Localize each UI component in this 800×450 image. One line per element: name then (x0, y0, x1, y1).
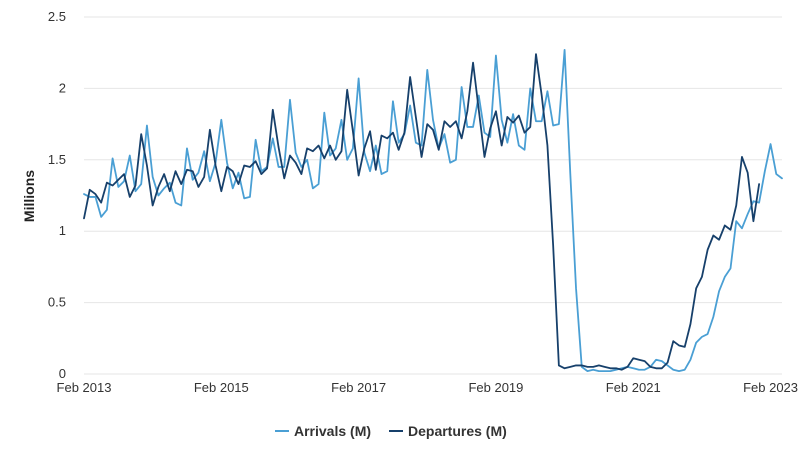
x-axis-ticks: Feb 2013 Feb 2015 Feb 2017 Feb 2019 Feb 2021… (57, 380, 798, 395)
y-axis-title: Millions (21, 170, 37, 222)
series-line-departures (83, 53, 761, 371)
x-tick-label: Feb 2017 (331, 380, 386, 395)
x-tick-label: Feb 2015 (194, 380, 249, 395)
x-tick-label: Feb 2013 (57, 380, 112, 395)
x-tick-label: Feb 2019 (468, 380, 523, 395)
legend-item-arrivals[interactable]: Arrivals (M) (275, 423, 371, 439)
legend[interactable]: Arrivals (M) Departures (M) (275, 423, 507, 439)
legend-label: Departures (M) (408, 423, 507, 439)
y-tick-label: 1 (59, 223, 66, 238)
x-tick-label: Feb 2023 (743, 380, 798, 395)
y-axis-ticks: 0 0.5 1 1.5 2 2.5 (48, 9, 66, 381)
series-lines (83, 48, 783, 373)
y-tick-label: 1.5 (48, 152, 66, 167)
y-tick-label: 0.5 (48, 295, 66, 310)
legend-item-departures[interactable]: Departures (M) (389, 423, 507, 439)
y-tick-label: 2.5 (48, 9, 66, 24)
legend-label: Arrivals (M) (294, 423, 371, 439)
gridlines (84, 16, 782, 375)
y-tick-label: 0 (59, 366, 66, 381)
series-line-arrivals (83, 48, 783, 373)
y-tick-label: 2 (59, 80, 66, 95)
x-tick-label: Feb 2021 (606, 380, 661, 395)
